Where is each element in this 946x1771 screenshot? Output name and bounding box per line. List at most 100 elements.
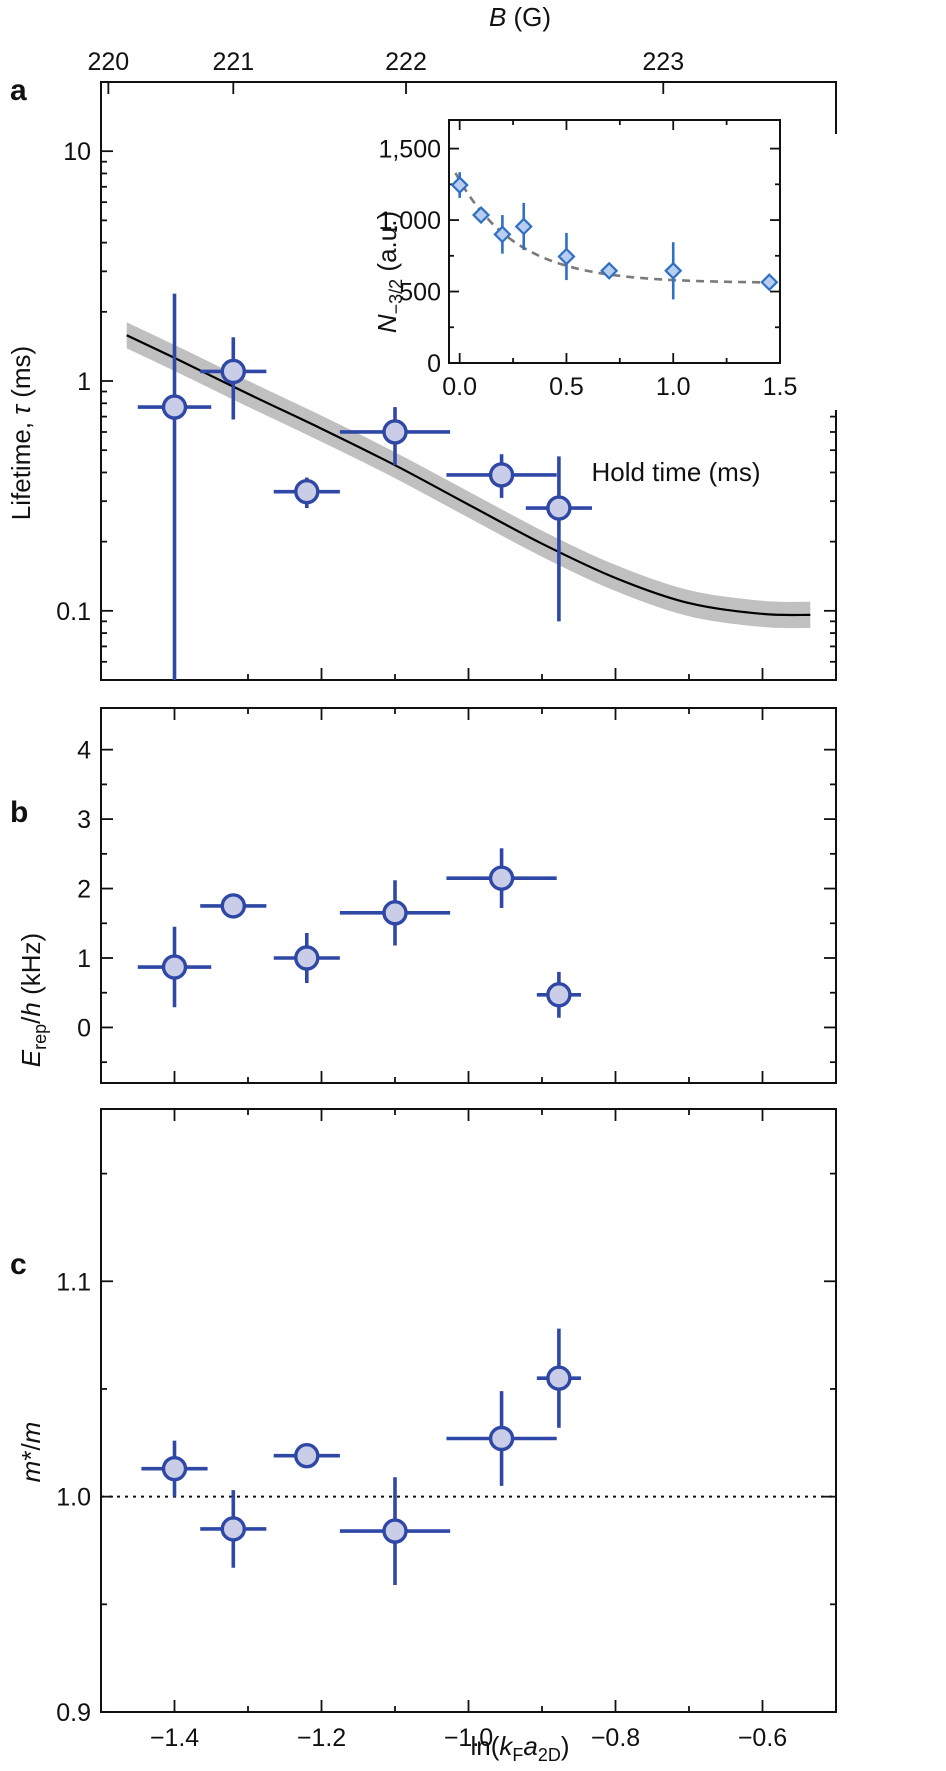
panel-a-point-4 [446,454,557,498]
panel-b-point-0-marker [161,954,188,980]
panel-c-frame [100,1108,837,1713]
panel-c-letter: c [10,1248,27,1281]
panel-b-ylabel-var2: h [16,1002,46,1016]
inset-ylabel: N−3/2 (a.u.) [372,211,406,333]
inset-point-0 [450,172,469,198]
top-axis-label: B (G) [489,2,551,32]
inset-ylabel-var: N [372,314,402,333]
panel-a-points [137,293,592,680]
panel-b-point-4 [446,848,557,908]
panel-c-ylabel: m*/m [16,1422,46,1483]
panel-c-point-1 [200,1490,267,1568]
inset-point-1-marker [471,206,491,225]
inset: 0 500 1,000 1,500 0.0 0.5 1.0 1.5 Hold time (ms… [372,119,877,487]
panel-b-point-5 [536,971,581,1018]
panel-c-xtick-label: −1.4 [150,1724,199,1752]
panel-c-ylabel-var2: m [16,1422,46,1444]
panel-c-point-5 [536,1328,581,1428]
inset-axes: 0 500 1,000 1,500 0.0 0.5 1.0 1.5 [378,119,798,401]
inset-point-4 [557,232,576,281]
inset-xtick-label: 1.0 [656,373,691,401]
panel-b-ytick-label: 0 [77,1014,91,1042]
panel-b-ytick-label: 3 [77,806,91,834]
xlabel-sub2: 2D [538,1745,561,1765]
top-axis-label-unit: (G) [506,2,551,32]
panel-c-xlabel: ln(kFa2D) [470,1731,569,1765]
panel-a-point-0-marker [161,394,188,420]
panel-a-ytick-label: 1 [77,368,91,396]
panel-b-point-3 [339,880,451,946]
panel-b: b Erep/h (kHz) 0 1 2 3 4 [10,707,837,1084]
inset-ytick-label: 1,500 [378,136,441,164]
panel-a-ytick-label: 0.1 [56,598,91,626]
inset-point-6-marker [664,261,683,280]
panel-b-point-2-marker [294,945,320,971]
top-axis-ticks: 220 221 222 223 [87,48,684,94]
panel-c-point-5-marker [546,1365,572,1391]
panel-a-point-2-marker [294,478,320,505]
panel-b-ytick-label: 4 [77,737,91,765]
panel-b-ylabel-sub: rep [30,1024,50,1050]
panel-b-point-3-marker [382,900,408,926]
panel-a-ylabel-unit: (ms) [6,346,36,405]
inset-frame [448,119,781,364]
panel-c-point-2-marker [294,1443,320,1469]
xlabel-var2: a [523,1731,537,1761]
inset-point-7 [760,273,779,292]
panel-b-point-2 [273,933,340,983]
inset-ytick-label: 1,000 [378,207,441,235]
panel-b-ylabel-var: E [16,1049,46,1067]
top-axis-label-var: B [489,2,506,32]
panel-a-point-3 [339,407,451,466]
panel-c-point-3-marker [382,1518,408,1544]
panel-a-ylabel-main: Lifetime, [6,415,36,521]
panel-c-point-1-marker [220,1516,247,1542]
panel-b-ytick-label: 1 [77,945,91,973]
panel-b-point-4-marker [488,865,515,891]
inset-point-5 [600,261,619,280]
panel-b-points [137,848,581,1018]
panel-a-point-1-marker [220,358,247,385]
panel-b-ytick-label: 2 [77,876,91,904]
inset-xtick-label: 1.5 [763,373,798,401]
inset-ytick-label: 500 [399,279,441,307]
panel-a-point-2 [273,477,340,509]
panel-c-ytick-label: 1.1 [56,1268,91,1296]
inset-point-2 [493,215,512,254]
xlabel-var: k [499,1731,514,1761]
inset-xlabel: Hold time (ms) [591,457,760,487]
inset-point-2-marker [493,225,512,244]
panel-b-point-5-marker [546,982,572,1008]
panel-a-point-5 [525,456,592,622]
panel-c-axes: 0.9 1.0 1.1 −1.4 −1.2 −1.0 −0.8 −0.6 [56,1108,837,1752]
panel-c-xtick-label: −0.8 [591,1724,640,1752]
panel-a-axes: 0.1 1 10 [56,81,837,681]
panel-a-ylabel: Lifetime, τ (ms) [6,346,36,520]
top-axis-tick-label: 220 [87,48,129,76]
inset-ytick-label: 0 [427,350,441,378]
panel-a-ytick-label: 10 [63,138,91,166]
panel-c-point-2 [273,1443,340,1469]
inset-point-4-marker [557,247,576,266]
panel-b-point-1 [200,893,267,919]
panel-a-point-3-marker [382,419,408,445]
xlabel-sub: F [512,1745,523,1765]
panel-c-xtick-label: −0.6 [738,1724,787,1752]
panel-c-ylabel-unit: */ [16,1443,46,1461]
top-axis-tick-label: 221 [212,48,254,76]
panel-b-ylabel-unit: (kHz) [16,933,46,1002]
inset-xtick-label: 0.0 [442,373,477,401]
inset-point-1 [471,206,491,225]
panel-b-letter: b [10,796,28,829]
panel-b-point-1-marker [220,893,247,919]
xlabel-post: ) [561,1731,570,1761]
panel-c-xtick-label: −1.0 [444,1724,493,1752]
panel-c-ytick-label: 1.0 [56,1484,91,1512]
panel-c-ylabel-var: m [16,1461,46,1483]
panel-c: c m*/m 0.9 1.0 1.1 −1.4 −1.2 −1.0 −0.8 −0.6 ln(… [10,1108,837,1765]
panel-b-ylabel: Erep/h (kHz) [16,933,50,1067]
inset-ylabel-unit: (a.u.) [372,211,402,279]
panel-a: a B (G) 220 221 222 223 Lifetime, τ (ms) 0.… [6,2,877,681]
panel-b-ylabel-mid: / [16,1016,46,1024]
